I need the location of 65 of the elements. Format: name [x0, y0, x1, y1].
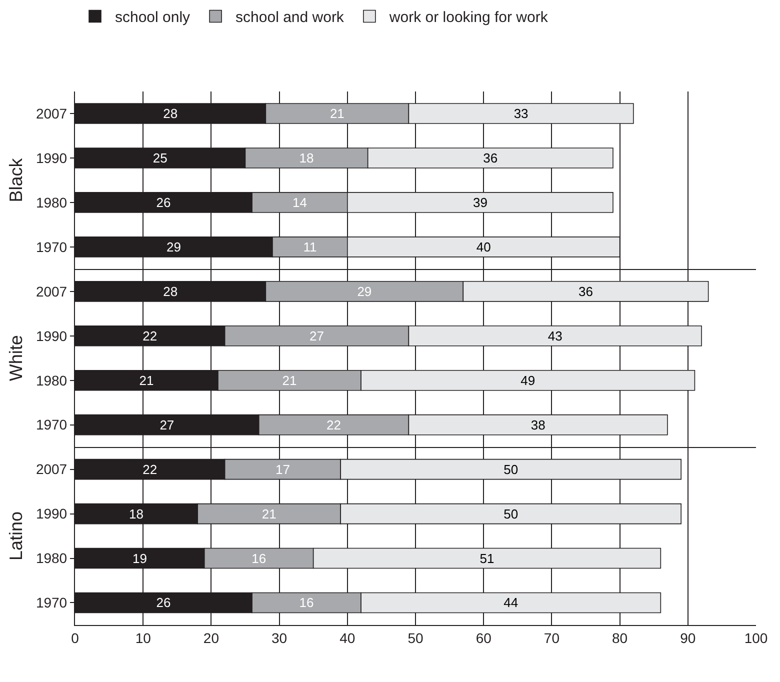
data-label: 50	[504, 506, 518, 522]
data-label: 26	[156, 194, 171, 210]
data-label: 11	[303, 239, 317, 254]
data-label: 28	[163, 284, 178, 299]
data-label: 33	[514, 106, 528, 122]
data-label: 43	[548, 328, 562, 344]
data-label: 22	[142, 328, 158, 344]
y-tick-label: 1980	[36, 194, 68, 210]
data-label: 22	[326, 417, 342, 432]
y-axis-title: Latino	[6, 512, 26, 561]
y-axis-title: White	[6, 335, 26, 382]
y-tick-label: 1970	[36, 416, 68, 433]
legend-label: work or looking for work	[388, 9, 548, 26]
data-label: 26	[156, 595, 171, 610]
y-tick-label: 1990	[36, 506, 68, 522]
data-label: 18	[299, 150, 314, 166]
x-tick-label: 20	[203, 630, 220, 646]
y-tick-label: 1990	[36, 328, 68, 344]
data-label: 21	[262, 506, 276, 522]
y-tick-label: 2007	[36, 461, 68, 478]
data-label: 49	[520, 372, 536, 388]
data-label: 28	[163, 106, 178, 122]
data-label: 29	[357, 284, 372, 299]
x-tick-label: 60	[476, 630, 492, 646]
x-tick-label: 40	[340, 630, 356, 646]
legend-label: school and work	[236, 9, 344, 26]
data-label: 16	[299, 595, 314, 610]
y-axis-title: Black	[6, 157, 26, 202]
data-label: 44	[504, 595, 518, 610]
x-tick-label: 30	[272, 630, 288, 646]
data-label: 19	[132, 550, 147, 566]
x-tick-label: 0	[71, 630, 80, 646]
data-label: 29	[166, 239, 181, 254]
data-label: 27	[310, 328, 324, 344]
data-label: 18	[129, 506, 144, 522]
y-tick-label: 1980	[36, 372, 68, 388]
data-label: 17	[275, 462, 290, 477]
data-label: 16	[252, 550, 266, 566]
data-label: 40	[476, 239, 491, 254]
data-label: 14	[292, 194, 307, 210]
data-label: 21	[282, 372, 297, 388]
y-tick-label: 2007	[36, 105, 68, 122]
data-label: 36	[483, 150, 498, 166]
data-label: 21	[139, 372, 154, 388]
x-tick-label: 80	[612, 630, 628, 646]
legend-label: school only	[115, 9, 191, 26]
y-tick-label: 1980	[36, 550, 68, 566]
y-tick-label: 1970	[36, 238, 68, 255]
x-tick-label: 70	[544, 630, 560, 646]
data-label: 51	[480, 550, 494, 566]
data-label: 21	[330, 106, 344, 122]
data-label: 50	[504, 462, 518, 477]
x-tick-label: 100	[744, 630, 768, 646]
y-tick-label: 2007	[36, 283, 68, 300]
data-label: 27	[160, 417, 174, 432]
x-tick-label: 90	[680, 630, 696, 646]
data-label: 39	[472, 194, 488, 210]
data-label: 38	[530, 417, 546, 432]
data-label: 22	[142, 462, 158, 477]
data-label: 25	[152, 150, 168, 166]
y-tick-label: 1970	[36, 594, 68, 611]
y-tick-label: 1990	[36, 150, 68, 166]
data-label: 36	[578, 284, 593, 299]
x-tick-label: 10	[135, 630, 152, 646]
x-tick-label: 50	[408, 630, 424, 646]
